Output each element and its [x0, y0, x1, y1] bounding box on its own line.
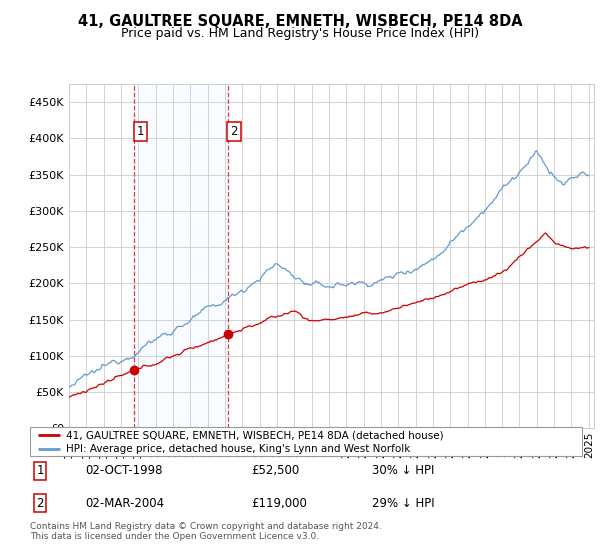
Text: 41, GAULTREE SQUARE, EMNETH, WISBECH, PE14 8DA (detached house): 41, GAULTREE SQUARE, EMNETH, WISBECH, PE… — [66, 430, 443, 440]
FancyBboxPatch shape — [30, 427, 582, 456]
Text: 2: 2 — [230, 125, 238, 138]
Text: Contains HM Land Registry data © Crown copyright and database right 2024.
This d: Contains HM Land Registry data © Crown c… — [30, 522, 382, 542]
Text: £52,500: £52,500 — [251, 464, 299, 478]
Text: 2: 2 — [36, 497, 44, 510]
Bar — [134, 84, 228, 428]
Text: Price paid vs. HM Land Registry's House Price Index (HPI): Price paid vs. HM Land Registry's House … — [121, 27, 479, 40]
Text: 02-MAR-2004: 02-MAR-2004 — [85, 497, 164, 510]
Text: 1: 1 — [36, 464, 44, 478]
Text: 29% ↓ HPI: 29% ↓ HPI — [372, 497, 435, 510]
Text: 1: 1 — [137, 125, 144, 138]
Text: 30% ↓ HPI: 30% ↓ HPI — [372, 464, 434, 478]
Text: 02-OCT-1998: 02-OCT-1998 — [85, 464, 163, 478]
Text: HPI: Average price, detached house, King's Lynn and West Norfolk: HPI: Average price, detached house, King… — [66, 444, 410, 454]
Text: £119,000: £119,000 — [251, 497, 307, 510]
Text: 41, GAULTREE SQUARE, EMNETH, WISBECH, PE14 8DA: 41, GAULTREE SQUARE, EMNETH, WISBECH, PE… — [77, 14, 523, 29]
